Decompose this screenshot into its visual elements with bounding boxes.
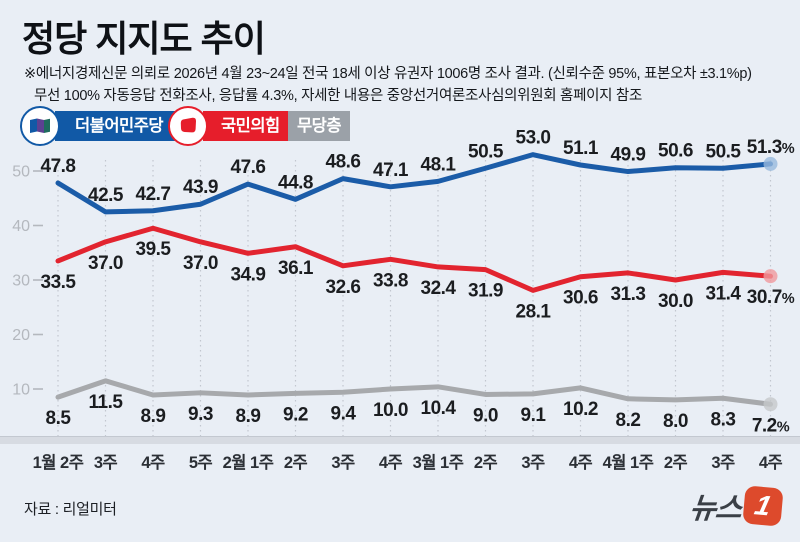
data-label-people-power-party: 31.4 xyxy=(706,283,742,304)
y-tick-label: 50 xyxy=(12,164,30,181)
data-label-democratic-party: 51.3% xyxy=(747,137,795,158)
y-tick-label: 40 xyxy=(12,218,30,235)
x-tick-label: 1월 2주 xyxy=(33,453,84,472)
series-line-people-power-party xyxy=(55,225,773,293)
series-end-marker-independents xyxy=(763,397,778,412)
data-label-democratic-party: 50.6 xyxy=(658,141,693,162)
x-tick-label: 5주 xyxy=(189,454,213,472)
data-label-people-power-party: 30.7% xyxy=(747,287,795,308)
legend-label-independents: 무당층 xyxy=(288,111,351,141)
data-label-independents: 10.2 xyxy=(563,399,598,420)
data-label-independents: 9.1 xyxy=(521,405,547,426)
data-label-democratic-party: 50.5 xyxy=(706,141,742,162)
data-label-democratic-party: 42.7 xyxy=(136,184,171,205)
data-label-people-power-party: 36.1 xyxy=(278,258,314,279)
series-end-marker-people-power-party xyxy=(763,269,778,284)
news1-logo-one-icon: 1 xyxy=(742,485,784,527)
series-line-democratic-party xyxy=(55,152,773,215)
series-line-independents xyxy=(55,378,773,407)
data-label-people-power-party: 30.0 xyxy=(658,291,693,312)
data-label-independents: 8.5 xyxy=(46,408,72,429)
data-label-people-power-party: 33.8 xyxy=(373,270,408,291)
x-tick-label: 3월 1주 xyxy=(413,453,464,472)
data-label-people-power-party: 32.4 xyxy=(421,278,457,299)
x-tick-label: 2월 1주 xyxy=(223,453,274,472)
x-tick-label: 4주 xyxy=(379,454,403,472)
data-label-democratic-party: 50.5 xyxy=(468,141,504,162)
data-label-independents: 8.9 xyxy=(236,406,261,427)
y-tick-label: 30 xyxy=(12,273,30,290)
x-tick-label: 3주 xyxy=(521,454,545,472)
data-label-people-power-party: 31.3 xyxy=(611,284,646,305)
legend-label-democratic-party: 더불어민주당 xyxy=(55,111,176,141)
data-label-people-power-party: 37.0 xyxy=(88,253,123,274)
x-tick-label: 3주 xyxy=(94,454,118,472)
data-label-independents: 7.2% xyxy=(752,415,790,436)
x-tick-label: 4주 xyxy=(759,454,783,472)
x-tick-label: 4주 xyxy=(141,454,165,472)
x-tick-label: 4주 xyxy=(569,454,593,472)
x-tick-label: 2주 xyxy=(474,454,498,472)
data-label-people-power-party: 28.1 xyxy=(516,301,552,322)
data-label-people-power-party: 37.0 xyxy=(183,253,218,274)
data-label-independents: 9.0 xyxy=(473,405,498,426)
data-label-democratic-party: 48.1 xyxy=(421,154,457,175)
data-label-independents: 9.2 xyxy=(283,404,308,425)
data-label-independents: 10.4 xyxy=(421,398,457,419)
data-label-democratic-party: 51.1 xyxy=(563,138,599,159)
data-label-independents: 8.9 xyxy=(141,406,166,427)
data-label-people-power-party: 30.6 xyxy=(563,288,598,309)
x-tick-label: 3주 xyxy=(331,454,355,472)
page-title: 정당 지지도 추이 xyxy=(22,18,266,59)
data-label-democratic-party: 53.0 xyxy=(516,128,551,149)
x-tick-label: 4월 1주 xyxy=(603,453,654,472)
survey-note-line1: ※에너지경제신문 의뢰로 2026년 4월 23~24일 전국 18세 이상 유… xyxy=(24,66,752,82)
data-label-independents: 10.0 xyxy=(373,400,408,421)
news1-logo-text: 뉴스 xyxy=(687,493,743,525)
chart-legend: 더불어민주당 국민의힘 무당층 xyxy=(0,106,800,150)
data-label-independents: 8.2 xyxy=(616,410,641,431)
data-label-independents: 8.0 xyxy=(663,411,688,432)
data-label-independents: 9.4 xyxy=(331,403,357,424)
data-label-independents: 11.5 xyxy=(89,392,124,413)
people-power-party-icon xyxy=(168,106,208,146)
data-label-democratic-party: 48.6 xyxy=(326,152,361,173)
data-label-people-power-party: 33.5 xyxy=(41,272,77,293)
data-label-democratic-party: 42.5 xyxy=(88,185,124,206)
source-label: 자료 : 리얼미터 xyxy=(24,501,117,518)
data-label-independents: 8.3 xyxy=(711,409,736,430)
y-tick-label: 20 xyxy=(12,327,30,344)
x-tick-label: 2주 xyxy=(664,454,688,472)
data-label-people-power-party: 31.9 xyxy=(468,281,503,302)
democratic-party-flag-icon xyxy=(20,106,60,146)
news1-logo: 뉴스 1 xyxy=(687,484,784,528)
data-label-democratic-party: 47.8 xyxy=(41,156,76,177)
data-label-people-power-party: 32.6 xyxy=(326,277,361,298)
legend-label-people-power-party: 국민의힘 xyxy=(203,111,290,141)
data-label-independents: 9.3 xyxy=(188,404,213,425)
series-end-marker-democratic-party xyxy=(763,156,778,171)
x-axis-band xyxy=(0,436,800,444)
data-label-people-power-party: 34.9 xyxy=(231,264,266,285)
data-label-democratic-party: 43.9 xyxy=(183,177,218,198)
y-tick-label: 10 xyxy=(12,382,30,399)
data-label-democratic-party: 47.1 xyxy=(373,160,409,181)
survey-note-line2: 무선 100% 자동응답 전화조사, 응답률 4.3%, 자세한 내용은 중앙선… xyxy=(34,88,642,104)
data-label-people-power-party: 39.5 xyxy=(136,239,172,260)
x-tick-label: 3주 xyxy=(711,454,735,472)
data-label-democratic-party: 49.9 xyxy=(611,145,646,166)
data-label-democratic-party: 44.8 xyxy=(278,172,313,193)
x-tick-label: 2주 xyxy=(284,454,308,472)
data-label-democratic-party: 47.6 xyxy=(231,157,266,178)
